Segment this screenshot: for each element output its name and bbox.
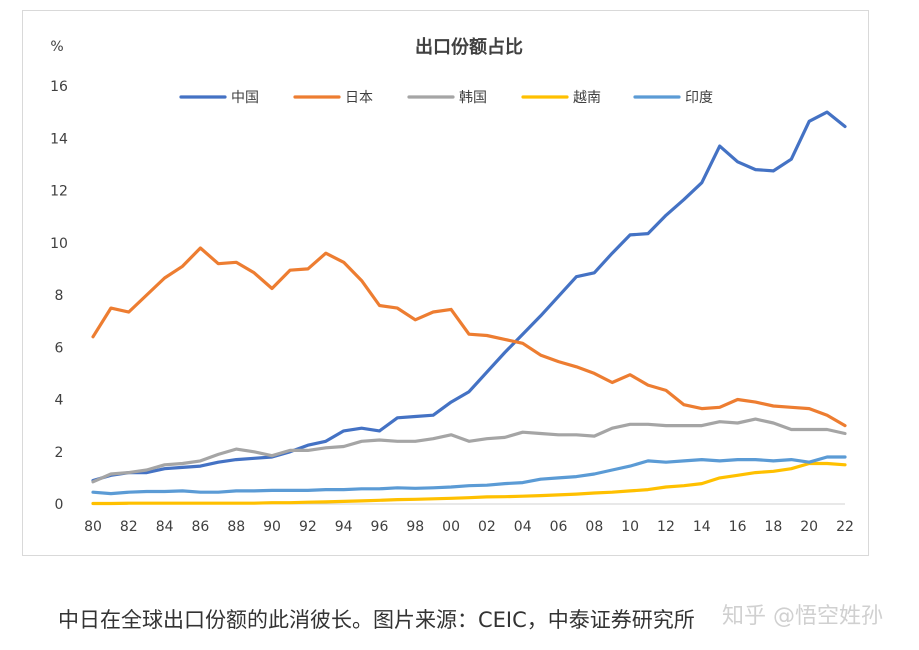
x-tick-label: 94 <box>335 519 353 535</box>
y-tick-label: 14 <box>50 131 68 147</box>
x-tick-label: 96 <box>371 519 389 535</box>
y-tick-label: 16 <box>50 79 68 95</box>
y-tick-label: 6 <box>55 340 64 356</box>
y-axis-unit-label: % <box>50 39 63 55</box>
x-tick-label: 80 <box>84 519 102 535</box>
x-tick-label: 88 <box>227 519 245 535</box>
x-tick-label: 08 <box>585 519 603 535</box>
y-axis: 0 2 4 6 8 10 12 14 16 <box>50 79 68 513</box>
x-tick-label: 84 <box>156 519 174 535</box>
x-tick-label: 22 <box>836 519 854 535</box>
x-axis: 80 82 84 86 88 90 92 94 96 98 00 02 04 06 08 10 12 14 16 18… <box>84 503 854 535</box>
x-tick-label: 12 <box>657 519 675 535</box>
y-tick-label: 0 <box>55 497 64 513</box>
series-line-印度 <box>91 455 847 496</box>
x-tick-label: 00 <box>442 519 460 535</box>
x-tick-label: 92 <box>299 519 317 535</box>
watermark: 知乎 @悟空姓孙 <box>722 604 883 629</box>
y-tick-label: 4 <box>55 393 64 409</box>
series-line-中国 <box>91 110 847 483</box>
chart-title: 出口份额占比 <box>415 36 523 58</box>
y-tick-label: 10 <box>50 236 68 252</box>
series-line-韩国 <box>91 417 847 484</box>
legend-label: 日本 <box>345 90 373 106</box>
chart-frame: 出口份额占比 % 中国 日本 韩国 越南 印度 0 2 4 6 8 10 12 14 16 80 82 84… <box>22 10 869 556</box>
legend-label: 中国 <box>231 90 259 106</box>
y-tick-label: 2 <box>55 445 64 461</box>
x-tick-label: 10 <box>621 519 639 535</box>
series-line-日本 <box>91 246 847 428</box>
figure-caption: 中日在全球出口份额的此消彼长。图片来源：CEIC，中泰证券研究所 <box>58 608 695 632</box>
x-tick-label: 86 <box>192 519 210 535</box>
legend-label: 越南 <box>573 90 601 106</box>
series-line-越南 <box>91 461 847 506</box>
plot-area <box>91 110 847 506</box>
x-tick-label: 14 <box>693 519 711 535</box>
y-tick-label: 8 <box>55 288 64 304</box>
y-tick-label: 12 <box>50 184 68 200</box>
x-tick-label: 18 <box>764 519 782 535</box>
legend-label: 韩国 <box>459 90 487 106</box>
x-tick-label: 04 <box>514 519 532 535</box>
x-tick-label: 06 <box>550 519 568 535</box>
legend-label: 印度 <box>685 90 713 106</box>
x-tick-label: 82 <box>120 519 138 535</box>
legend: 中国 日本 韩国 越南 印度 <box>179 90 713 106</box>
x-tick-label: 16 <box>729 519 747 535</box>
x-tick-label: 90 <box>263 519 281 535</box>
x-tick-label: 02 <box>478 519 496 535</box>
x-tick-label: 98 <box>406 519 424 535</box>
x-tick-label: 20 <box>800 519 818 535</box>
